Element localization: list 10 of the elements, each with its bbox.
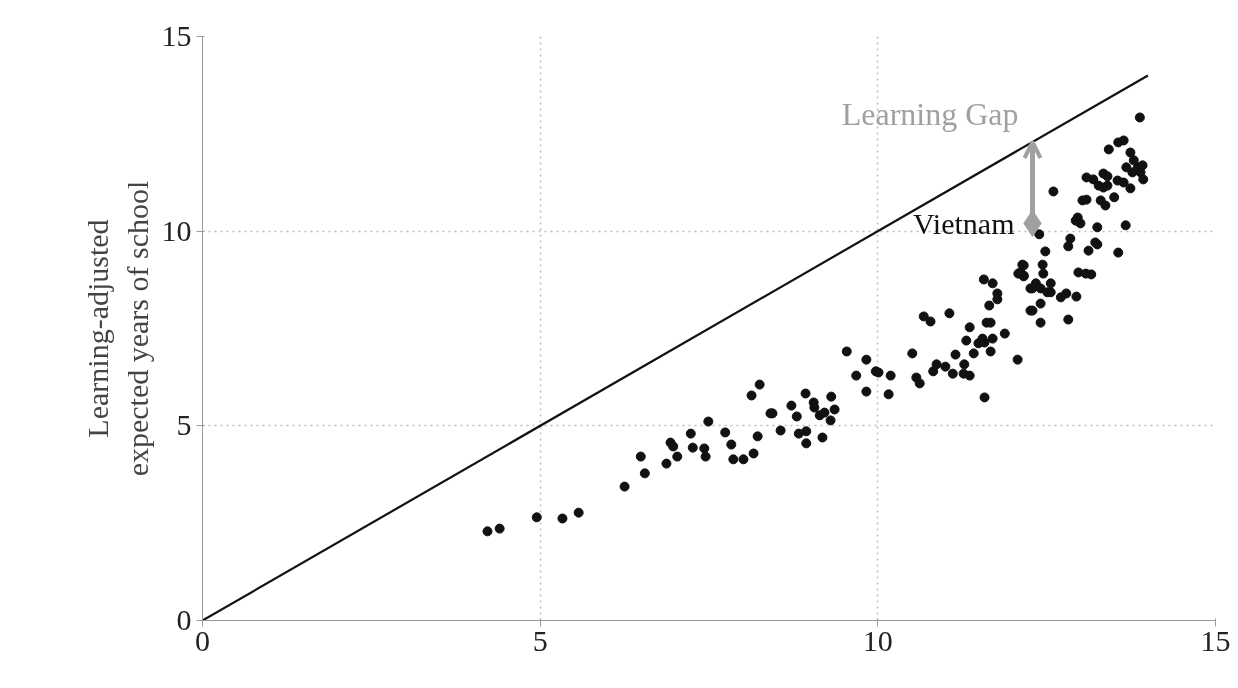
y-tick-label: 0	[176, 603, 192, 636]
y-axis-title: Learning-adjusted expected years of school	[80, 180, 154, 477]
y-tick-label: 15	[161, 19, 192, 52]
x-tick-label: 15	[1200, 623, 1231, 657]
x-tick-label: 10	[862, 623, 893, 657]
series-label: Vietnam	[912, 206, 1015, 240]
y-tick-label: 5	[176, 408, 192, 442]
x-tick-label: 5	[532, 623, 548, 657]
annotation: Learning Gap	[841, 96, 1019, 133]
y-tick-label: 10	[161, 213, 192, 247]
